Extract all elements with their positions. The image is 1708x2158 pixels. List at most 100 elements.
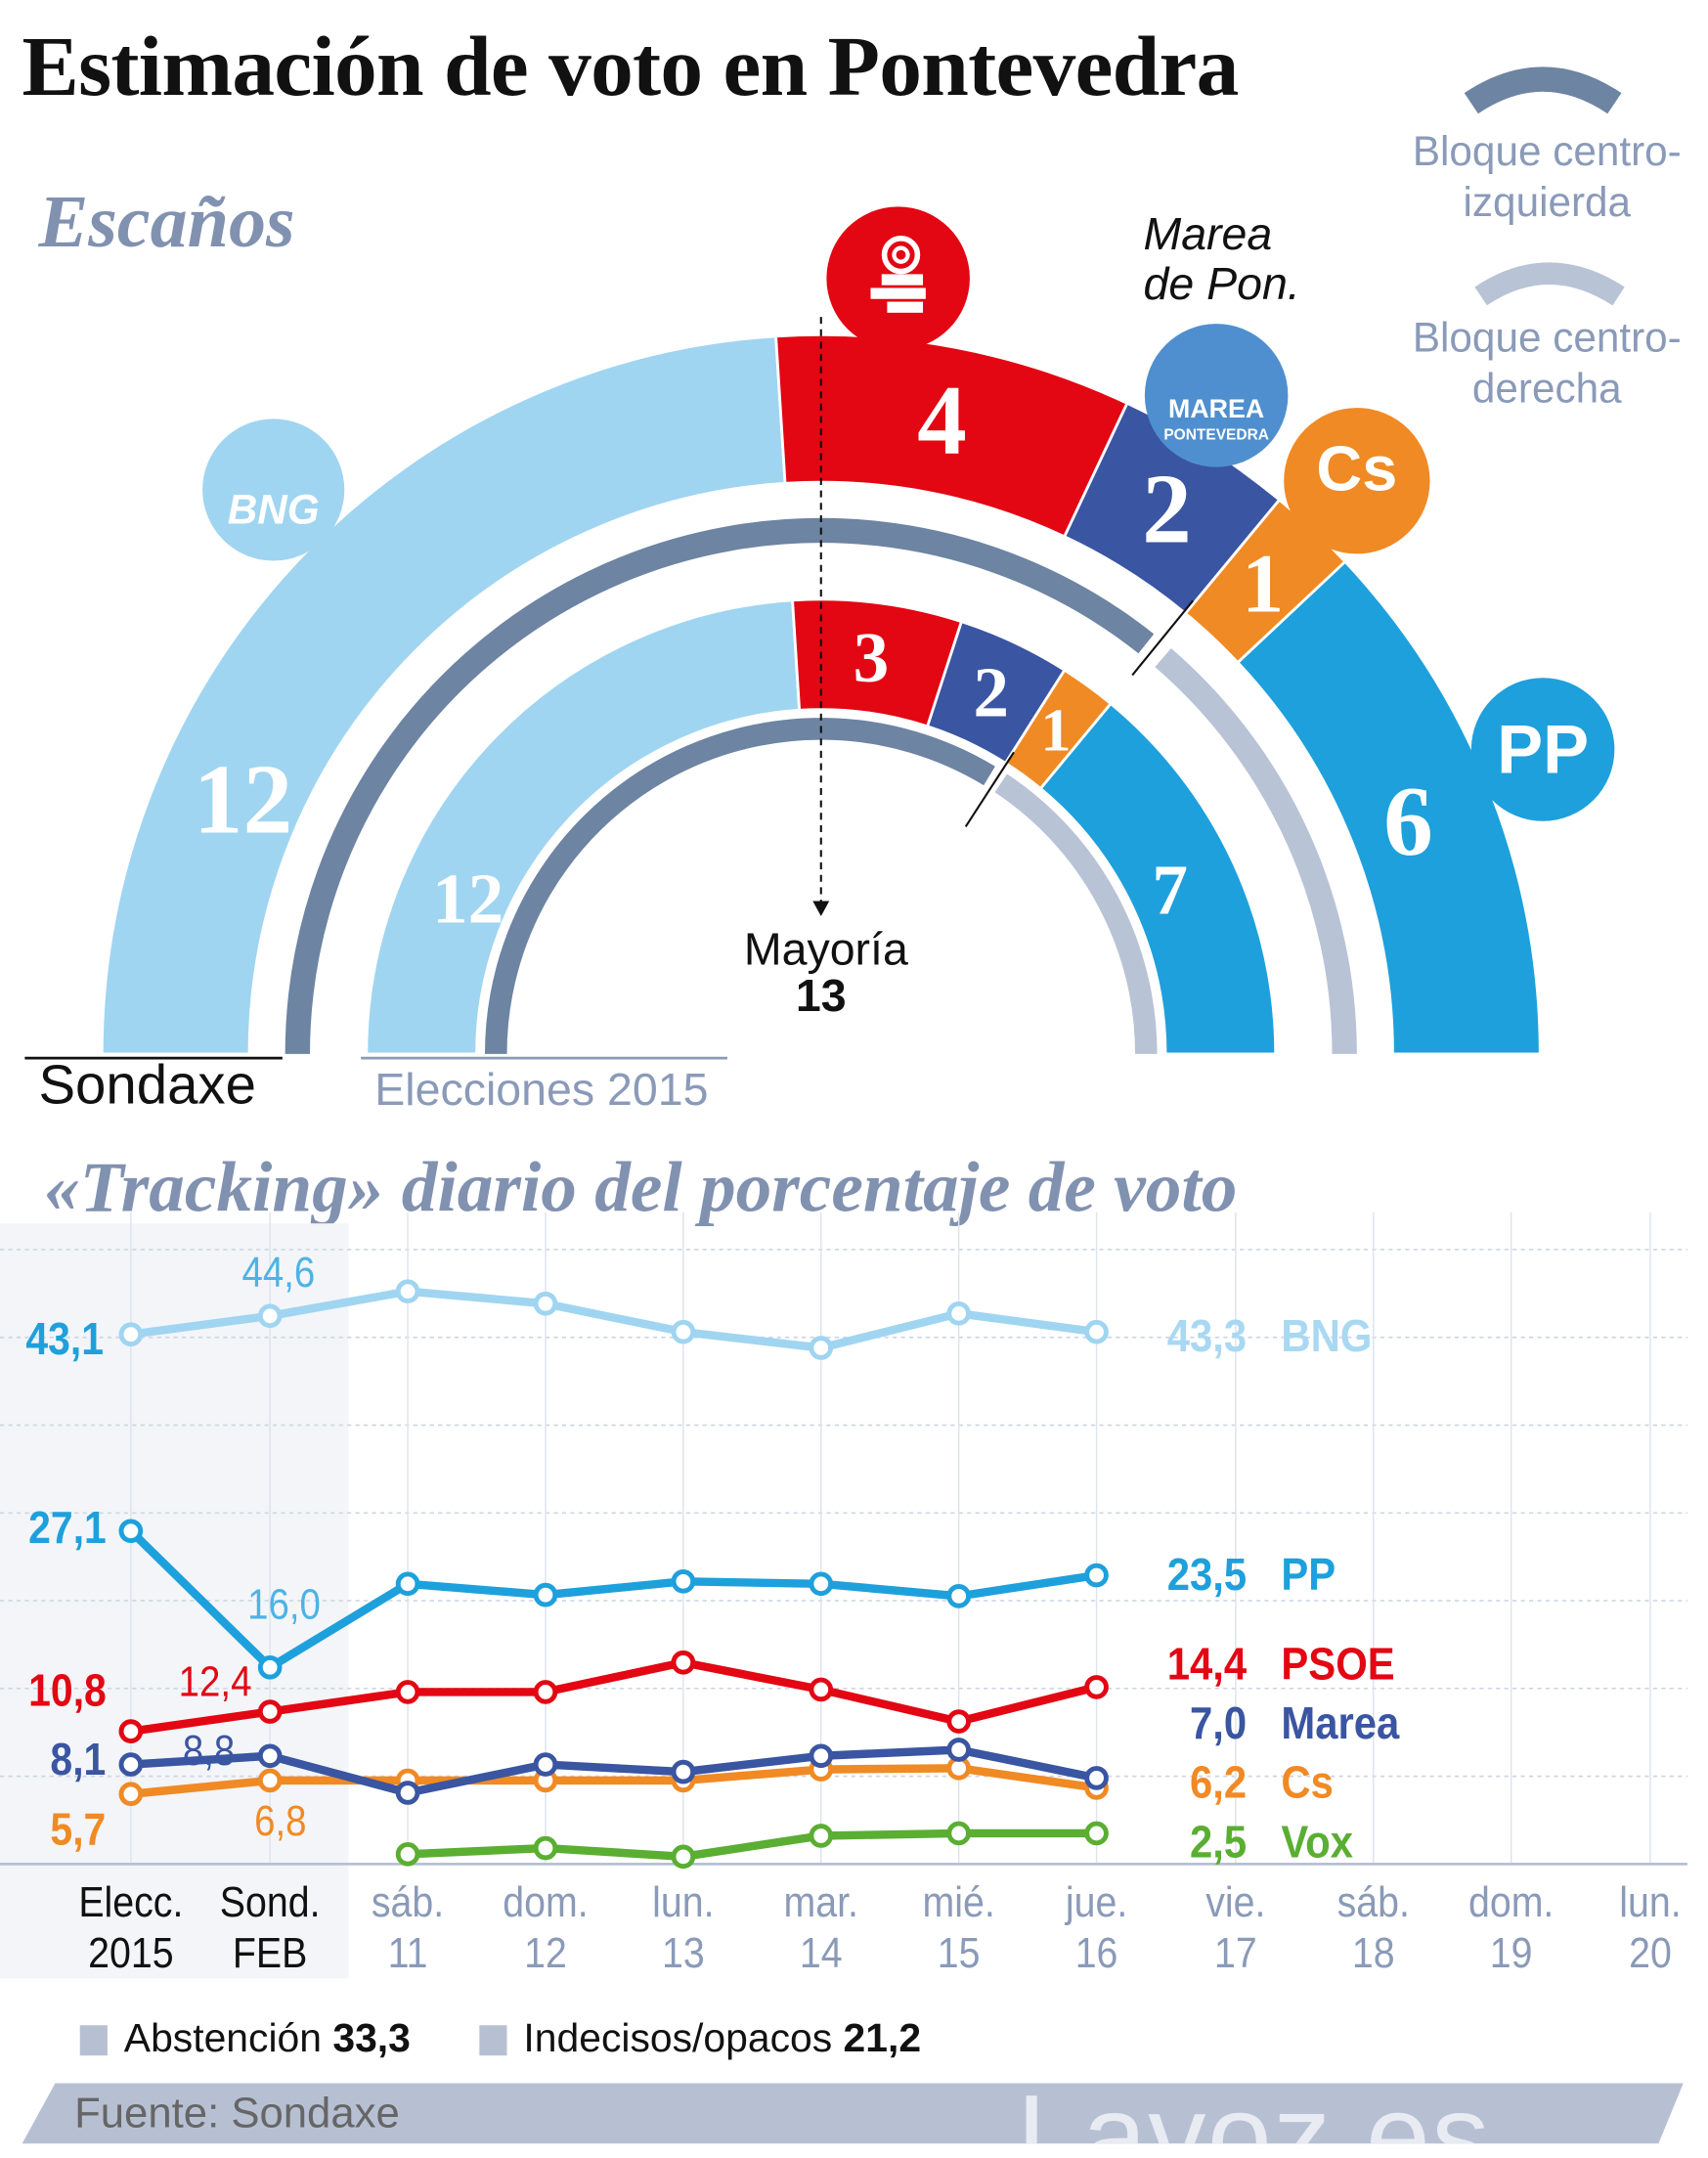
- data-point-vox: [671, 1844, 696, 1870]
- data-point-pp: [118, 1519, 144, 1544]
- x-tick-line: 12: [524, 1928, 567, 1977]
- data-point-vox: [1084, 1821, 1109, 1846]
- sondaxe-bloc-left-arc: [285, 517, 1155, 1054]
- marea-end-value: 7,0: [1189, 1696, 1248, 1749]
- x-tick-label: Sond. FEB: [201, 1876, 337, 1978]
- elections-2015-seat-count-marea: 2: [973, 653, 1009, 732]
- data-point-pp: [533, 1582, 558, 1607]
- x-tick-label: Elecc. 2015: [63, 1876, 198, 1978]
- series-line-psoe: [130, 1658, 1098, 1736]
- data-point-marea: [946, 1738, 971, 1762]
- cs-logo-icon: Cs: [1284, 408, 1430, 554]
- psoe-first-label: 10,8: [27, 1664, 107, 1716]
- data-point-cs: [1084, 1776, 1109, 1800]
- bng-first-label: 43,1: [25, 1312, 104, 1364]
- data-point-psoe: [1084, 1675, 1109, 1699]
- pp-end-name: PP: [1281, 1548, 1336, 1600]
- sondaxe-seat-count-psoe: 4: [917, 365, 967, 474]
- elections-2015-seats-bng: [365, 598, 802, 1056]
- source-text: Fuente: Sondaxe: [74, 2089, 400, 2137]
- data-point-marea: [1084, 1766, 1109, 1790]
- cs-first-label: 5,7: [50, 1803, 107, 1855]
- x-tick-label: mar. 14: [753, 1876, 889, 1978]
- elections-2015-label: Elecciones 2015: [374, 1063, 709, 1115]
- page-title: Estimación de voto en Pontevedra: [22, 21, 1240, 114]
- x-tick-label: dom. 12: [477, 1876, 613, 1978]
- data-point-bng: [395, 1279, 420, 1304]
- bloc-right-legend: Bloque centro- derecha: [1381, 313, 1708, 415]
- data-point-bng: [257, 1303, 283, 1329]
- data-point-cs: [946, 1756, 971, 1781]
- series-line-cs: [130, 1764, 1098, 1798]
- cs-end-value: 6,2: [1189, 1756, 1248, 1808]
- data-point-marea: [533, 1752, 558, 1777]
- data-point-bng: [946, 1300, 971, 1326]
- elections-2015-seat-count-psoe: 3: [854, 618, 890, 697]
- majority-value: 13: [795, 969, 847, 1022]
- bng-feb-label: 44,6: [241, 1248, 316, 1297]
- x-tick-label: mié. 15: [891, 1876, 1027, 1978]
- elections-2015-bloc-right-arc: [994, 773, 1158, 1054]
- psoe-end-value: 14,4: [1166, 1638, 1248, 1690]
- psoe-end-name: PSOE: [1281, 1638, 1395, 1690]
- data-point-bng: [118, 1322, 144, 1347]
- bloc-right-legend-icon: [1474, 262, 1625, 306]
- data-point-marea: [671, 1759, 696, 1784]
- data-point-pp: [809, 1571, 834, 1597]
- sondaxe-seats-bng: [100, 334, 787, 1056]
- data-point-psoe: [118, 1719, 144, 1743]
- bloc-left-line2: izquierda: [1463, 180, 1632, 227]
- bng-end-value: 43,3: [1166, 1309, 1248, 1362]
- x-tick-line: Elecc.: [78, 1877, 184, 1926]
- sondaxe-bloc-right-arc: [1155, 647, 1357, 1054]
- x-tick-label: dom. 19: [1443, 1876, 1579, 1978]
- abstention-label: Abstención: [123, 2016, 323, 2061]
- x-tick-line: Sond.: [219, 1877, 321, 1926]
- pp-logo-text: PP: [1497, 711, 1590, 788]
- x-tick-label: sáb. 11: [339, 1876, 475, 1978]
- marea-feb-label: 8,8: [182, 1726, 236, 1775]
- data-point-psoe: [809, 1677, 834, 1702]
- x-tick-line: 18: [1351, 1928, 1395, 1977]
- x-tick-line: lun.: [1619, 1877, 1682, 1926]
- pp-logo-icon: PP: [1470, 678, 1615, 821]
- data-point-pp: [257, 1654, 283, 1680]
- marea-caption-line1: Marea: [1143, 207, 1273, 259]
- sondaxe-seat-count-cs: 1: [1242, 537, 1284, 631]
- abstention-swatch: [79, 2024, 108, 2055]
- x-tick-label: sáb. 18: [1305, 1876, 1441, 1978]
- data-point-psoe: [257, 1699, 283, 1724]
- elections-2015-seat-count-cs: 1: [1040, 697, 1071, 764]
- pp-feb-label: 16,0: [247, 1580, 321, 1629]
- bloc-left-legend-icon: [1464, 66, 1622, 114]
- x-tick-label: vie. 17: [1167, 1876, 1303, 1978]
- elections-2015-seats-pp: [1038, 701, 1278, 1056]
- bloc-right-line2: derecha: [1471, 366, 1622, 413]
- data-point-bng: [1084, 1319, 1109, 1344]
- sondaxe-label: Sondaxe: [38, 1055, 256, 1117]
- x-tick-line: 15: [937, 1928, 981, 1977]
- data-point-cs: [118, 1782, 144, 1807]
- data-point-cs: [257, 1768, 283, 1793]
- bloc-left-legend: Bloque centro- izquierda: [1381, 127, 1708, 229]
- undecided-value: 21,2: [843, 2016, 922, 2061]
- data-point-vox: [809, 1824, 834, 1848]
- marea-caption-line2: de Pon.: [1143, 257, 1300, 309]
- series-line-vox: [407, 1828, 1097, 1862]
- psoe-logo-icon: [826, 206, 970, 350]
- marea-first-label: 8,1: [50, 1733, 107, 1784]
- undecided-label: Indecisos/opacos: [523, 2016, 833, 2061]
- elections-2015-seat-count-bng: 12: [432, 859, 504, 938]
- sondaxe-seat-count-marea: 2: [1142, 455, 1192, 564]
- data-point-bng: [671, 1319, 696, 1344]
- x-tick-label: lun. 13: [615, 1876, 751, 1978]
- undecided-legend: Indecisos/opacos 21,2: [479, 2017, 921, 2062]
- x-tick-line: 16: [1074, 1928, 1118, 1977]
- x-tick-line: dom.: [503, 1877, 589, 1926]
- x-tick-line: jue.: [1065, 1877, 1128, 1926]
- cs-feb-label: 6,8: [254, 1796, 307, 1845]
- x-tick-line: 19: [1489, 1928, 1533, 1977]
- sondaxe-seats-pp: [1236, 559, 1542, 1056]
- sondaxe-seat-count-bng: 12: [194, 745, 292, 855]
